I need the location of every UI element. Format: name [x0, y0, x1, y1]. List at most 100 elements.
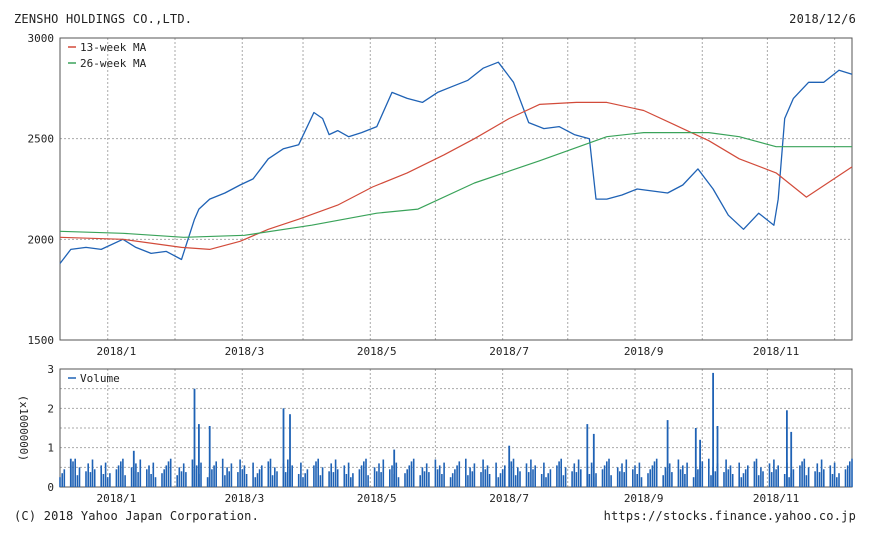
price-xtick-label: 2018/9	[624, 345, 664, 358]
legend-label-ma13: 13-week MA	[80, 41, 147, 54]
volume-bar	[679, 469, 682, 487]
volume-bar	[573, 463, 576, 487]
volume-bar	[132, 450, 135, 487]
volume-bar	[777, 465, 779, 487]
volume-bar	[545, 477, 547, 487]
volume-bar	[122, 458, 124, 487]
volume-bar	[169, 458, 172, 487]
volume-bar	[321, 467, 324, 487]
volume-bar	[61, 473, 63, 487]
chart-date: 2018/12/6	[789, 12, 856, 26]
volume-bar	[69, 458, 72, 487]
volume-bar	[291, 465, 293, 487]
volume-bar	[332, 472, 335, 487]
volume-bar	[109, 473, 111, 487]
volume-bar	[211, 469, 213, 487]
price-xtick-label: 2018/7	[489, 345, 529, 358]
volume-bar	[799, 465, 801, 487]
volume-ytick-label: 1	[47, 442, 54, 455]
volume-bar	[625, 459, 628, 487]
volume-bar	[668, 463, 671, 487]
volume-bar	[694, 428, 697, 487]
volume-bar	[206, 477, 209, 487]
volume-bar	[350, 477, 352, 487]
volume-bar	[684, 474, 686, 487]
volume-bar	[454, 469, 456, 487]
volume-bar	[838, 473, 840, 487]
volume-bar	[120, 461, 122, 487]
volume-bar	[167, 461, 170, 487]
volume-bar	[497, 477, 500, 487]
volume-bar	[87, 463, 89, 487]
volume-bar	[723, 472, 725, 487]
volume-bar	[595, 473, 597, 487]
volume-bar	[102, 474, 105, 487]
volume-bar	[833, 462, 836, 487]
volume-bar	[619, 471, 621, 487]
volume-bar	[182, 463, 185, 487]
volume-bar	[770, 472, 773, 487]
volume-bar	[300, 462, 302, 487]
volume-bar	[239, 459, 241, 487]
volume-bar	[271, 475, 274, 487]
volume-bar	[224, 475, 226, 487]
volume-bar	[76, 475, 79, 487]
volume-bar	[423, 471, 426, 487]
volume-bar	[786, 410, 788, 487]
volume-bar	[803, 458, 806, 487]
volume-bar	[215, 461, 217, 487]
volume-bar	[313, 465, 315, 487]
volume-bar	[762, 471, 764, 487]
volume-bar	[814, 471, 816, 487]
volume-bar	[768, 463, 771, 487]
source-url[interactable]: https://stocks.finance.yahoo.co.jp	[603, 509, 856, 523]
volume-bar	[419, 475, 421, 487]
volume-bar	[692, 477, 695, 487]
volume-bar	[773, 459, 775, 487]
volume-xtick-label: 2018/9	[624, 492, 664, 505]
volume-bar	[254, 477, 257, 487]
volume-bar	[376, 471, 378, 487]
volume-bar	[63, 469, 66, 487]
volume-xtick-label: 2018/5	[357, 492, 397, 505]
legend-label-volume: Volume	[80, 372, 120, 385]
volume-bar	[334, 459, 337, 487]
volume-bar	[336, 469, 339, 487]
volume-bar	[93, 469, 96, 487]
volume-bar	[488, 474, 491, 487]
volume-bar	[434, 459, 437, 487]
volume-bar	[425, 463, 428, 487]
volume-bar	[510, 461, 513, 487]
volume-bar	[556, 465, 558, 487]
volume-bar	[775, 469, 777, 487]
volume-bar	[818, 472, 821, 487]
volume-bar	[801, 461, 803, 487]
volume-bar	[601, 469, 604, 487]
volume-bar	[577, 459, 580, 487]
volume-bar	[228, 471, 230, 487]
volume-bar	[495, 462, 497, 487]
volume-bar	[282, 408, 285, 487]
volume-bar	[137, 472, 139, 487]
volume-bar	[258, 469, 261, 487]
volume-bar	[230, 463, 233, 487]
volume-bar	[465, 458, 467, 487]
volume-bar	[677, 459, 680, 487]
volume-bar	[805, 475, 808, 487]
volume-bar	[632, 469, 634, 487]
volume-bar	[274, 467, 276, 487]
volume-bar	[512, 458, 515, 487]
volume-bar	[564, 467, 567, 487]
price-ytick-label: 2000	[28, 233, 55, 246]
volume-bar	[699, 439, 701, 487]
volume-bar	[740, 477, 743, 487]
volume-bar	[499, 473, 502, 487]
volume-bar	[358, 469, 361, 487]
volume-bar	[664, 467, 667, 487]
volume-bar	[135, 463, 137, 487]
volume-bar	[408, 465, 411, 487]
volume-bar	[165, 465, 168, 487]
volume-bar	[682, 465, 684, 487]
price-xtick-label: 2018/3	[225, 345, 265, 358]
volume-bar	[152, 462, 155, 487]
